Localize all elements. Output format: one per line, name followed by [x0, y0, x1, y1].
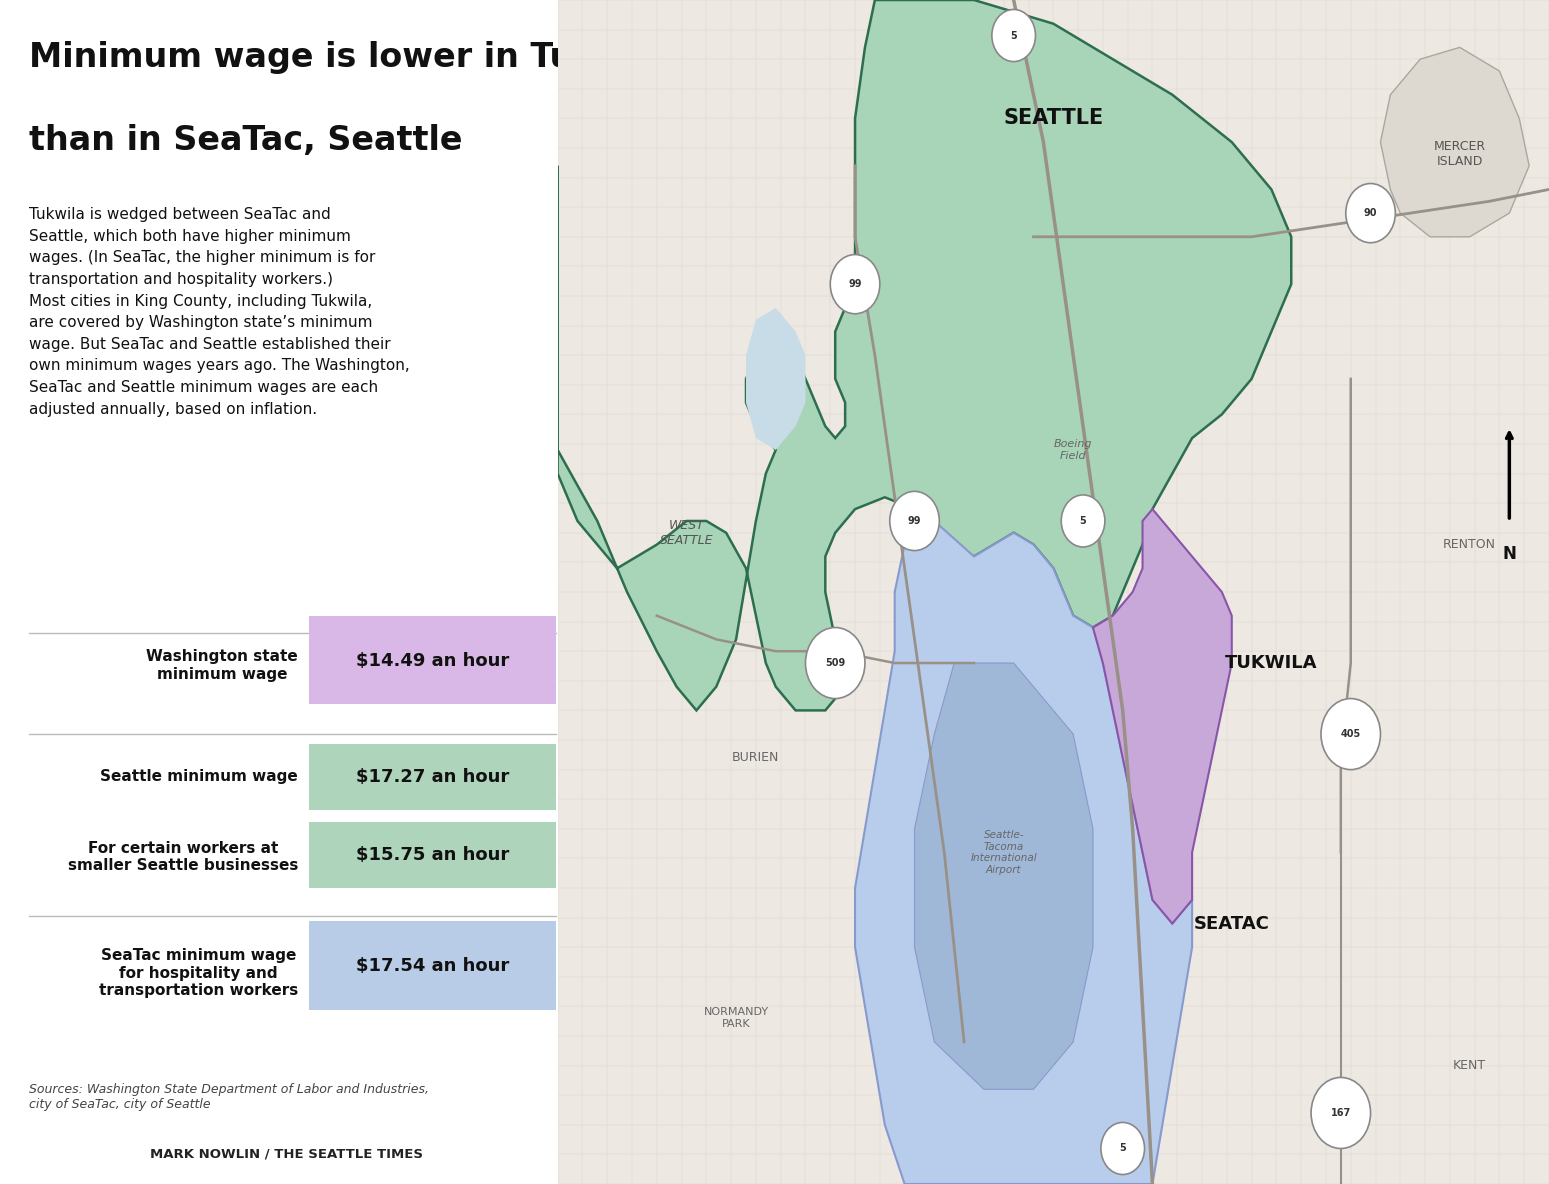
Text: Sources: Washington State Department of Labor and Industries,
city of SeaTac, ci: Sources: Washington State Department of … [28, 1083, 429, 1112]
FancyBboxPatch shape [310, 616, 556, 704]
Circle shape [1061, 495, 1104, 547]
Text: Minimum wage is lower in Tukwila: Minimum wage is lower in Tukwila [28, 41, 671, 75]
Polygon shape [1380, 47, 1529, 237]
Text: 167: 167 [1331, 1108, 1351, 1118]
Text: MARK NOWLIN / THE SEATTLE TIMES: MARK NOWLIN / THE SEATTLE TIMES [150, 1147, 423, 1160]
Circle shape [991, 9, 1035, 62]
Text: SeaTac minimum wage
for hospitality and
transportation workers: SeaTac minimum wage for hospitality and … [99, 948, 297, 998]
Text: SEATAC: SEATAC [1194, 914, 1270, 933]
Text: MERCER
ISLAND: MERCER ISLAND [1434, 140, 1485, 168]
Circle shape [1346, 184, 1396, 243]
Text: 99: 99 [849, 279, 861, 289]
Text: RENTON: RENTON [1444, 539, 1496, 551]
Polygon shape [558, 0, 1292, 710]
Polygon shape [855, 509, 1193, 1184]
Text: Seattle-
Tacoma
International
Airport: Seattle- Tacoma International Airport [970, 830, 1038, 875]
Text: Tukwila is wedged between SeaTac and
Seattle, which both have higher minimum
wag: Tukwila is wedged between SeaTac and Sea… [28, 207, 409, 417]
Text: 5: 5 [1010, 31, 1018, 40]
Text: 5: 5 [1120, 1144, 1126, 1153]
Text: NORMANDY
PARK: NORMANDY PARK [703, 1008, 768, 1029]
Text: For certain workers at
smaller Seattle businesses: For certain workers at smaller Seattle b… [68, 841, 297, 874]
Text: $17.27 an hour: $17.27 an hour [356, 767, 510, 786]
Circle shape [805, 628, 864, 699]
Circle shape [1321, 699, 1380, 770]
Text: N: N [1503, 545, 1516, 562]
Text: Boeing
Field: Boeing Field [1053, 439, 1092, 461]
Text: SEATTLE: SEATTLE [1004, 109, 1103, 128]
Text: 509: 509 [826, 658, 846, 668]
FancyBboxPatch shape [310, 744, 556, 810]
Text: $15.75 an hour: $15.75 an hour [356, 845, 510, 864]
Text: $14.49 an hour: $14.49 an hour [356, 651, 510, 670]
Text: 5: 5 [1080, 516, 1086, 526]
Text: TUKWILA: TUKWILA [1225, 654, 1318, 673]
Text: WEST
SEATTLE: WEST SEATTLE [660, 519, 713, 547]
Text: KENT: KENT [1453, 1060, 1485, 1072]
Circle shape [1310, 1077, 1371, 1148]
FancyBboxPatch shape [310, 921, 556, 1010]
FancyBboxPatch shape [310, 822, 556, 888]
Text: than in SeaTac, Seattle: than in SeaTac, Seattle [28, 124, 462, 157]
Polygon shape [747, 308, 805, 450]
Polygon shape [914, 663, 1094, 1089]
Text: BURIEN: BURIEN [733, 752, 779, 764]
Text: Seattle minimum wage: Seattle minimum wage [101, 770, 297, 784]
Text: $17.54 an hour: $17.54 an hour [356, 957, 510, 976]
Circle shape [1101, 1122, 1145, 1175]
Circle shape [889, 491, 939, 551]
Text: 90: 90 [1363, 208, 1377, 218]
Text: 405: 405 [1340, 729, 1362, 739]
Text: Washington state
minimum wage: Washington state minimum wage [146, 649, 297, 682]
Text: 99: 99 [908, 516, 922, 526]
Polygon shape [1094, 509, 1231, 924]
Circle shape [830, 255, 880, 314]
